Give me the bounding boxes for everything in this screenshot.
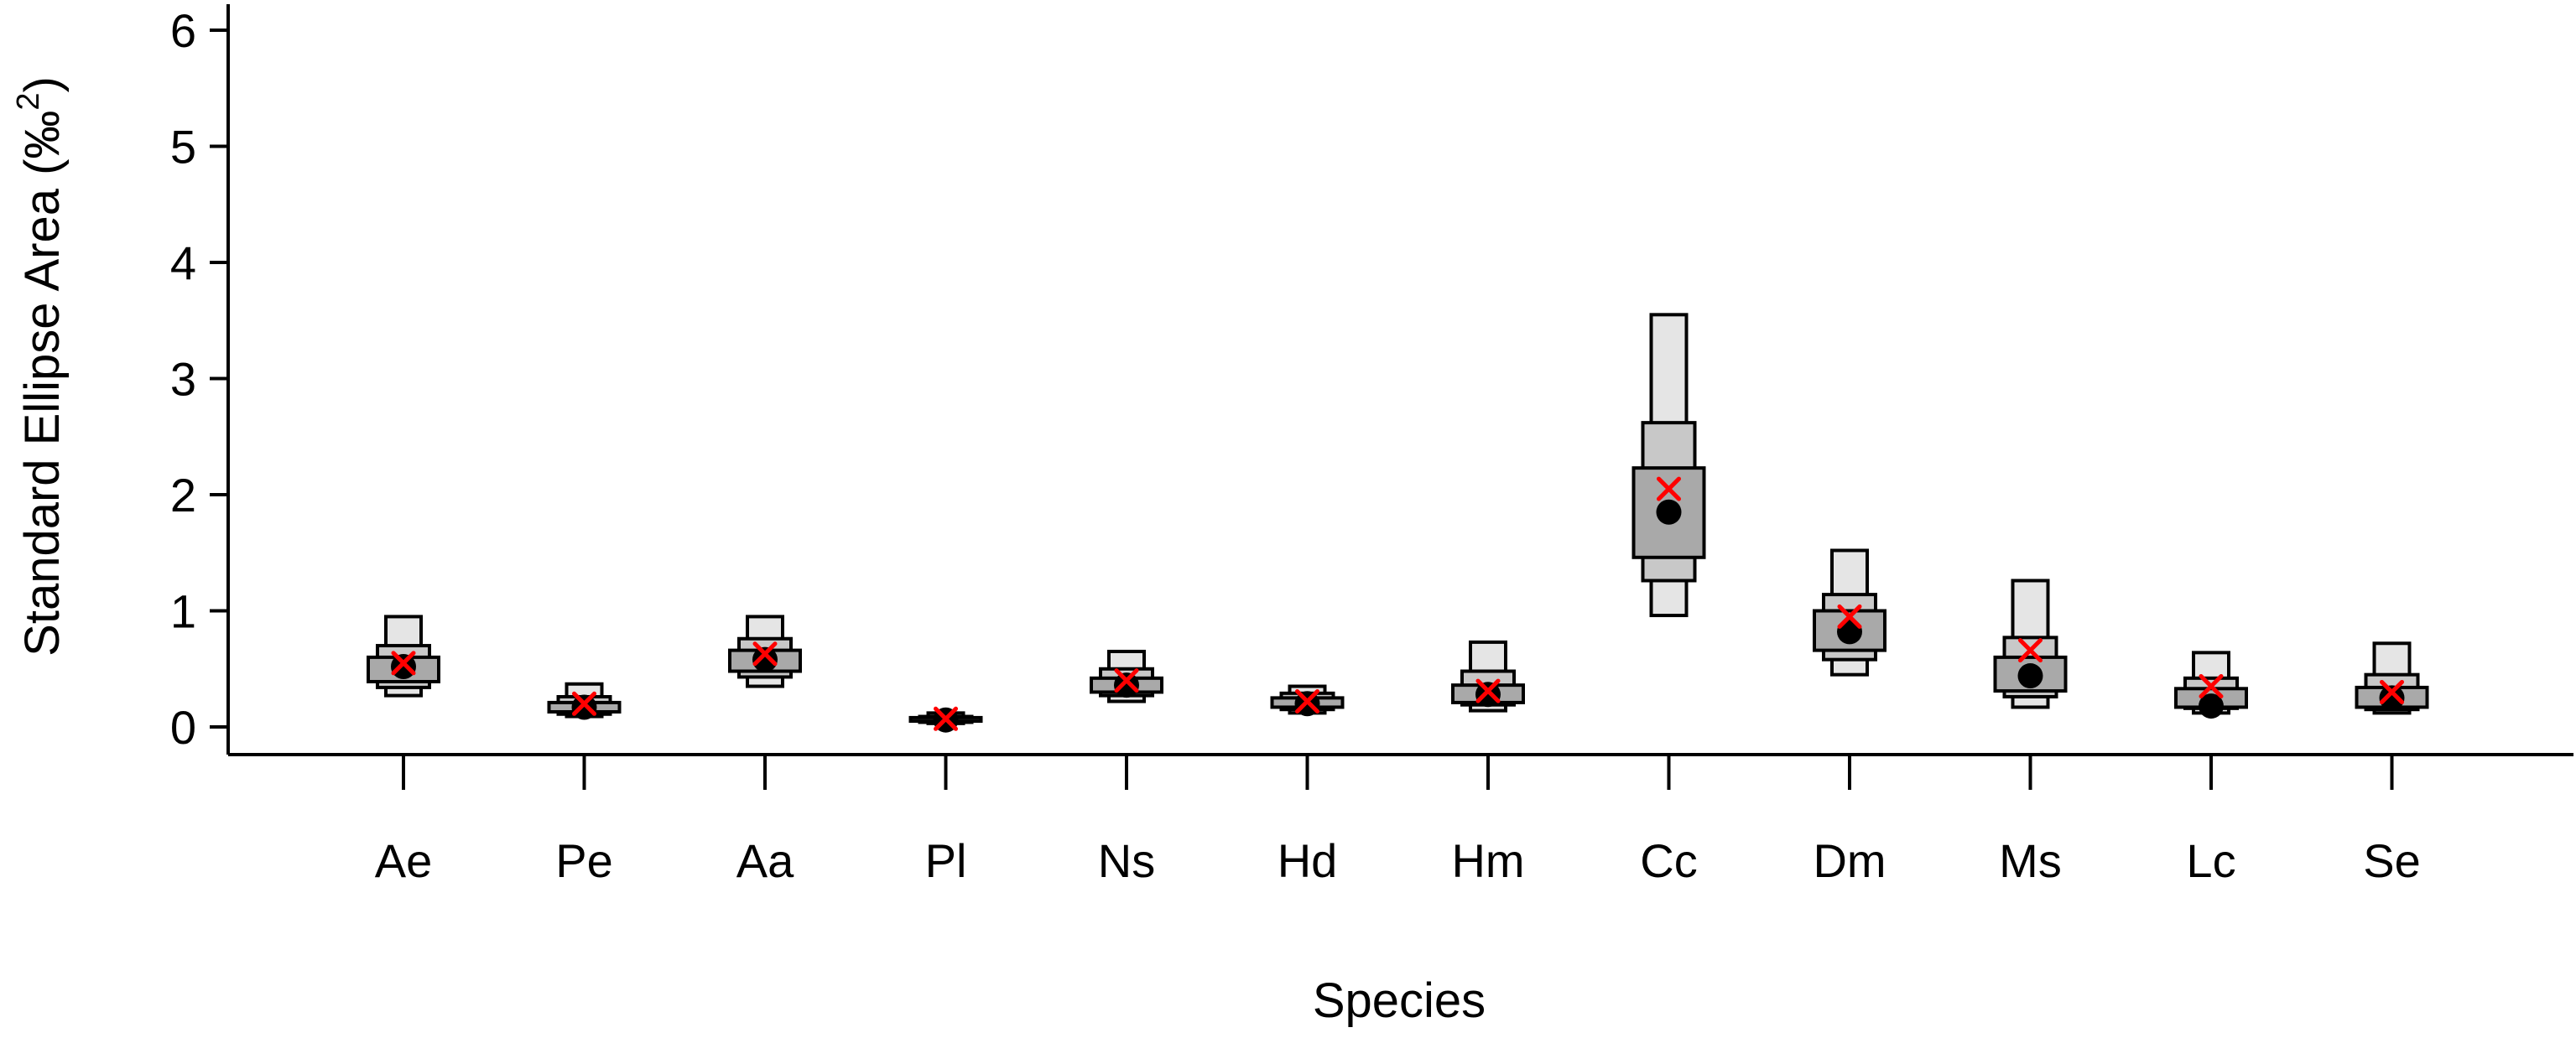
species-Hd xyxy=(1270,684,1345,717)
ml-estimate-cross-b xyxy=(1295,689,1319,714)
x-tick-label: Ns xyxy=(1098,834,1155,887)
mode-point xyxy=(391,653,416,679)
mode-point xyxy=(2379,685,2405,711)
mode-point xyxy=(2199,693,2224,719)
x-tick-label: Hd xyxy=(1278,834,1338,887)
ml-estimate-cross-b xyxy=(2199,674,2224,699)
y-tick-label: 1 xyxy=(170,585,196,638)
y-axis-title-superscript: 2 xyxy=(11,92,46,110)
y-tick-label: 3 xyxy=(170,353,196,406)
species-Se xyxy=(2355,641,2429,715)
y-tick-label: 4 xyxy=(170,236,196,289)
x-tick-label: Hm xyxy=(1451,834,1524,887)
species-Ae xyxy=(367,615,440,698)
ml-estimate-cross-b xyxy=(2018,638,2043,663)
mode-point xyxy=(1114,672,1139,698)
x-tick-label: Pe xyxy=(555,834,613,887)
species-Lc xyxy=(2174,651,2248,719)
x-tick-label: Ms xyxy=(1999,834,2062,887)
y-axis-title: Standard Ellipse Area (‰2) xyxy=(11,76,70,657)
species-Cc xyxy=(1631,313,1706,618)
species-Aa xyxy=(728,615,802,688)
ml-estimate-cross-b xyxy=(572,691,596,716)
ml-estimate-cross-b xyxy=(2380,679,2404,704)
x-tick-label: Dm xyxy=(1813,834,1886,887)
y-axis-title-main: Standard Ellipse Area (‰ xyxy=(15,111,70,657)
mode-point xyxy=(752,646,778,672)
species-Hm xyxy=(1451,640,1525,713)
species-Ns xyxy=(1090,649,1163,703)
x-axis-title: Species xyxy=(1313,973,1486,1028)
y-tick-label: 2 xyxy=(170,469,196,522)
axes xyxy=(226,4,2573,756)
ml-estimate-cross-b xyxy=(752,641,778,667)
y-tick-label: 0 xyxy=(170,701,196,754)
ml-estimate-cross-b xyxy=(1114,668,1139,693)
ml-estimate-cross-b xyxy=(1657,476,1681,501)
y-tick-label: 6 xyxy=(170,4,196,57)
ml-estimate-cross-b xyxy=(1475,678,1501,703)
mode-point xyxy=(1475,682,1501,708)
y-axis-title-close: ) xyxy=(15,76,70,92)
mode-point xyxy=(571,694,597,720)
x-tick-label: Cc xyxy=(1640,834,1697,887)
x-tick-label: Aa xyxy=(736,834,794,887)
species-Dm xyxy=(1813,548,1886,677)
x-tick-label: Ae xyxy=(375,834,433,887)
ml-estimate-cross-b xyxy=(934,706,958,731)
x-tick-label: Pl xyxy=(925,834,967,887)
mode-point xyxy=(2017,663,2043,689)
plot-marks xyxy=(367,313,2429,733)
mode-point xyxy=(1656,499,1682,525)
y-tick-label: 5 xyxy=(170,121,196,174)
ml-estimate-cross-b xyxy=(391,651,416,676)
species-Pl xyxy=(908,706,983,733)
x-ticks: Ae Pe Aa Pl Ns Hd Hm Cc Dm Ms Lc Se xyxy=(375,755,2421,887)
species-Pe xyxy=(547,682,622,720)
species-Ms xyxy=(1993,579,2068,709)
x-tick-label: Lc xyxy=(2186,834,2235,887)
ml-estimate-cross-b xyxy=(1837,604,1862,629)
y-ticks: 0 1 2 3 4 5 6 xyxy=(170,4,228,754)
x-tick-label: Se xyxy=(2363,834,2421,887)
